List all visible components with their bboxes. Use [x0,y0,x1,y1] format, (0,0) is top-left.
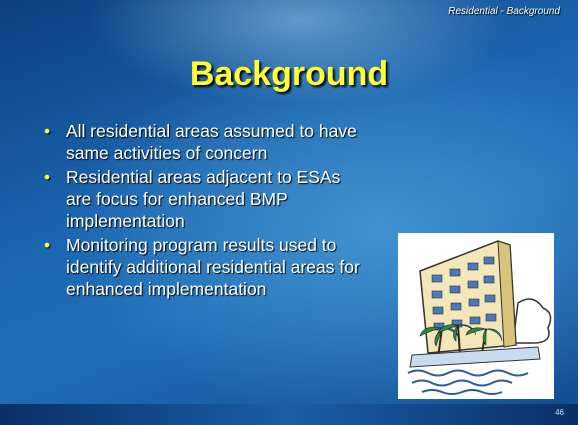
clipart-hotel [398,233,554,399]
page-number: 46 [555,408,564,417]
bullet: All residential areas assumed to have sa… [44,120,364,164]
bullet: Monitoring program results used to ident… [44,234,364,300]
slide-header: Residential - Background [448,6,560,17]
footer-band [0,404,578,425]
bullet-list: All residential areas assumed to have sa… [44,120,364,302]
slide-title: Background [0,55,578,94]
slide: Residential - Background Background All … [0,0,578,425]
bullet: Residential areas adjacent to ESAs are f… [44,166,364,232]
